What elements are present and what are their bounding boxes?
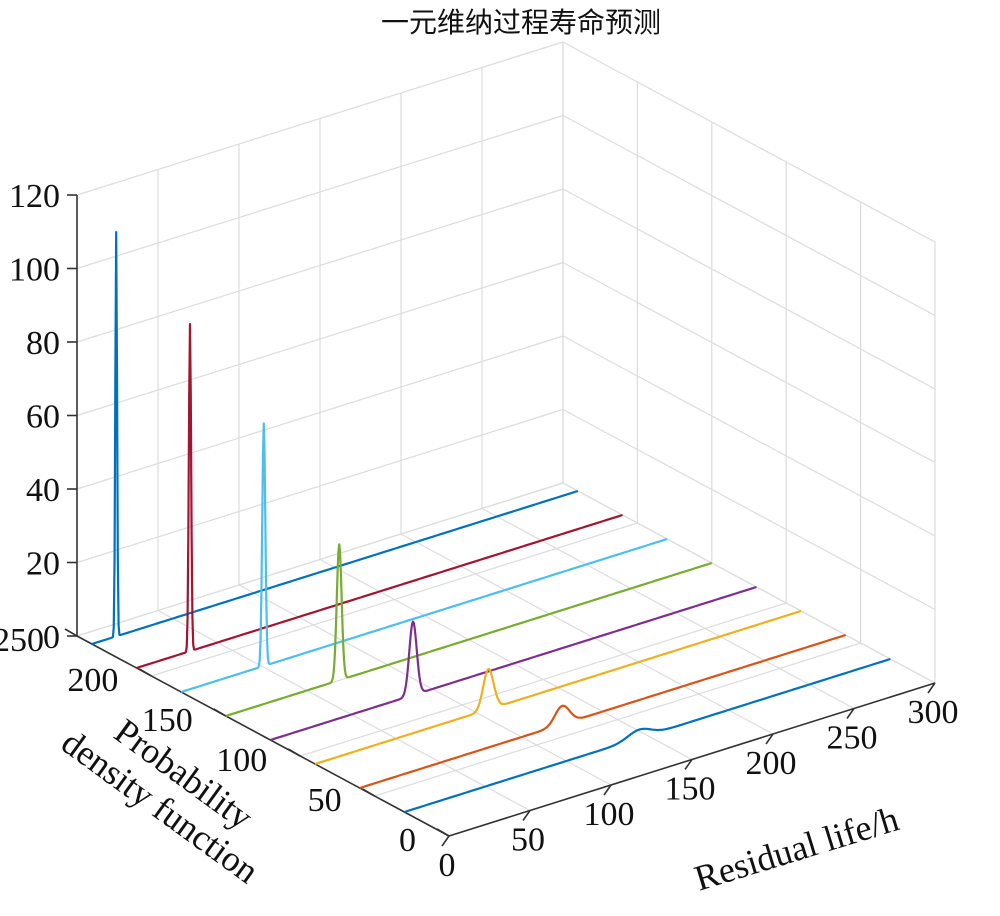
grid-line xyxy=(562,114,936,317)
grid-line xyxy=(562,482,936,684)
series-line xyxy=(270,585,757,742)
series-line xyxy=(136,322,623,670)
grid-line xyxy=(562,261,936,464)
grid-line xyxy=(562,408,936,611)
z-tick-label: 40 xyxy=(26,472,60,509)
grid-line xyxy=(562,188,936,390)
z-tick-label: 20 xyxy=(26,546,60,583)
z-tick-label: 100 xyxy=(9,252,60,289)
chart-grid xyxy=(76,41,936,837)
grid-line xyxy=(76,114,564,270)
grid-line xyxy=(76,188,564,343)
grid-line xyxy=(238,584,612,786)
x-tick-label: 0 xyxy=(439,847,456,884)
grid-line xyxy=(300,602,787,757)
x-tick-label: 300 xyxy=(908,694,959,731)
grid-line xyxy=(151,522,638,677)
x-axis-label: Residual life/h xyxy=(690,799,903,899)
grid-line xyxy=(76,41,564,196)
y-tick xyxy=(436,828,450,837)
y-tick-label: 250 xyxy=(0,622,44,659)
x-tick xyxy=(765,733,774,745)
y-tick xyxy=(213,708,227,717)
series-line xyxy=(180,422,668,694)
x-tick xyxy=(522,810,531,821)
z-tick-label: 120 xyxy=(9,178,60,215)
x-tick-label: 200 xyxy=(746,745,797,782)
y-tick xyxy=(64,628,78,637)
x-tick xyxy=(927,682,936,694)
x-tick xyxy=(441,835,450,847)
y-tick-label: 50 xyxy=(308,782,342,819)
series-line xyxy=(314,609,802,766)
z-tick-label: 60 xyxy=(26,399,60,436)
grid-line xyxy=(157,609,531,812)
y-tick-label: 0 xyxy=(399,822,416,859)
chart-axes xyxy=(64,194,936,847)
y-axis-line xyxy=(76,635,450,837)
grid-line xyxy=(374,642,861,797)
y-tick-label: 100 xyxy=(216,742,267,779)
grid-line xyxy=(400,533,774,735)
grid-line xyxy=(76,335,564,490)
x-tick-label: 250 xyxy=(827,720,878,757)
grid-line xyxy=(562,41,936,243)
grid-line xyxy=(319,558,693,761)
z-tick-label: 0 xyxy=(43,619,60,656)
grid-line xyxy=(76,482,564,637)
x-tick-label: 150 xyxy=(665,771,716,808)
x-tick xyxy=(603,784,612,796)
y-tick xyxy=(138,668,152,677)
x-tick-label: 100 xyxy=(584,796,635,833)
grid-line xyxy=(76,261,564,417)
grid-line xyxy=(562,335,936,537)
y-tick xyxy=(362,788,376,797)
grid-line xyxy=(481,507,855,710)
x-tick xyxy=(684,759,693,770)
x-tick-label: 50 xyxy=(511,822,545,859)
chart-series xyxy=(91,231,891,814)
grid-line xyxy=(76,408,564,564)
x-tick xyxy=(846,708,855,719)
y-tick-label: 150 xyxy=(142,702,193,739)
chart-title: 一元维纳过程寿命预测 xyxy=(381,6,661,39)
series-line xyxy=(91,231,579,646)
series-line xyxy=(359,633,847,790)
y-tick-label: 200 xyxy=(67,662,118,699)
series-line xyxy=(404,657,891,814)
z-tick-label: 80 xyxy=(26,325,60,362)
y-tick xyxy=(287,748,301,757)
series-line xyxy=(225,543,713,718)
